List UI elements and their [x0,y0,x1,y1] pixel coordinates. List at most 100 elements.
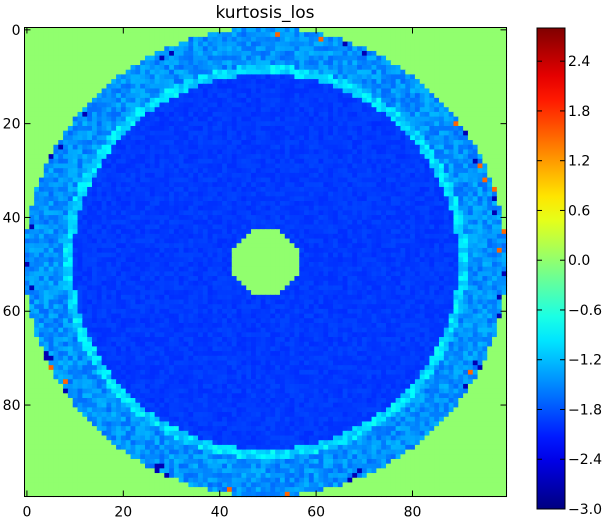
heatmap-cell [217,36,223,43]
heatmap-cell [241,219,247,226]
heatmap-cell [149,88,156,94]
heatmap-cell [173,83,180,90]
heatmap-cell [130,102,136,108]
heatmap-cell [332,79,339,85]
heatmap-cell [178,55,185,61]
heatmap-cell [410,158,416,165]
heatmap-cell [154,83,161,90]
heatmap-cell [159,154,165,160]
heatmap-cell [434,177,440,183]
heatmap-cell [419,149,426,155]
heatmap-cell [236,55,242,61]
heatmap-cell [236,93,242,99]
heatmap-cell [260,144,267,151]
heatmap-cell [53,27,59,33]
heatmap-cell [67,111,74,118]
heatmap-cell [29,130,35,136]
heatmap-cell [34,32,40,38]
heatmap-cell [241,172,247,179]
heatmap-cell [217,32,223,38]
heatmap-cell [82,32,88,38]
heatmap-cell [251,149,257,155]
heatmap-cell [332,158,339,165]
heatmap-cell [347,27,353,33]
heatmap-cell [202,83,209,90]
heatmap-cell [448,125,455,132]
heatmap-cell [381,229,387,235]
heatmap-cell [381,201,387,207]
heatmap-cell [236,186,242,193]
heatmap-cell [492,79,498,85]
heatmap-cell [304,154,310,160]
heatmap-cell [159,243,165,249]
heatmap-cell [207,238,214,244]
heatmap-cell [96,69,103,75]
heatmap-cell [29,46,35,52]
heatmap-cell [140,65,146,71]
heatmap-cell [82,107,88,113]
heatmap-cell [323,130,329,136]
heatmap-cell [463,130,469,136]
heatmap-cell [207,79,214,85]
heatmap-cell [82,201,88,207]
heatmap-cell [183,50,189,57]
heatmap-cell [448,257,455,263]
heatmap-cell [376,149,382,155]
heatmap-cell [318,224,324,230]
heatmap-cell [386,130,392,136]
heatmap-cell [458,210,464,216]
heatmap-cell [294,50,300,57]
heatmap-cell [332,41,339,47]
heatmap-cell [477,215,483,221]
heatmap-cell [323,46,329,52]
heatmap-cell [77,65,83,71]
heatmap-cell [352,158,358,165]
heatmap-cell [154,88,161,94]
heatmap-cell [58,252,64,258]
heatmap-cell [279,65,286,71]
heatmap-cell [265,69,271,75]
heatmap-cell [453,201,459,207]
heatmap-cell [386,116,392,122]
heatmap-cell [366,243,373,249]
heatmap-cell [246,93,252,99]
heatmap-cell [154,224,161,230]
heatmap-cell [130,149,136,155]
heatmap-cell [231,97,238,104]
heatmap-cell [207,32,214,38]
heatmap-cell [135,252,141,258]
heatmap-cell [458,111,464,118]
heatmap-cell [400,65,406,71]
heatmap-cell [48,196,55,202]
heatmap-cell [140,32,146,38]
heatmap-cell [279,252,286,258]
heatmap-cell [246,229,252,235]
heatmap-cell [188,125,194,132]
heatmap-cell [169,50,175,57]
heatmap-cell [48,154,55,160]
heatmap-cell [357,60,363,66]
heatmap-cell [390,224,397,230]
heatmap-cell [482,46,488,52]
heatmap-cell [169,46,175,52]
heatmap-cell [212,215,218,221]
heatmap-cell [458,130,464,136]
heatmap-cell [231,168,238,174]
heatmap-cell [207,60,214,66]
heatmap-cell [308,125,315,132]
heatmap-cell [270,32,276,38]
heatmap-cell [246,172,252,179]
heatmap-cell [371,257,377,263]
heatmap-cell [429,74,435,80]
heatmap-cell [419,60,426,66]
heatmap-cell [390,196,397,202]
heatmap-cell [63,46,69,52]
heatmap-cell [145,215,151,221]
heatmap-cell [342,46,349,52]
heatmap-cell [53,65,59,71]
heatmap-cell [140,125,146,132]
heatmap-cell [38,196,45,202]
heatmap-cell [77,238,83,244]
heatmap-cell [53,163,59,169]
